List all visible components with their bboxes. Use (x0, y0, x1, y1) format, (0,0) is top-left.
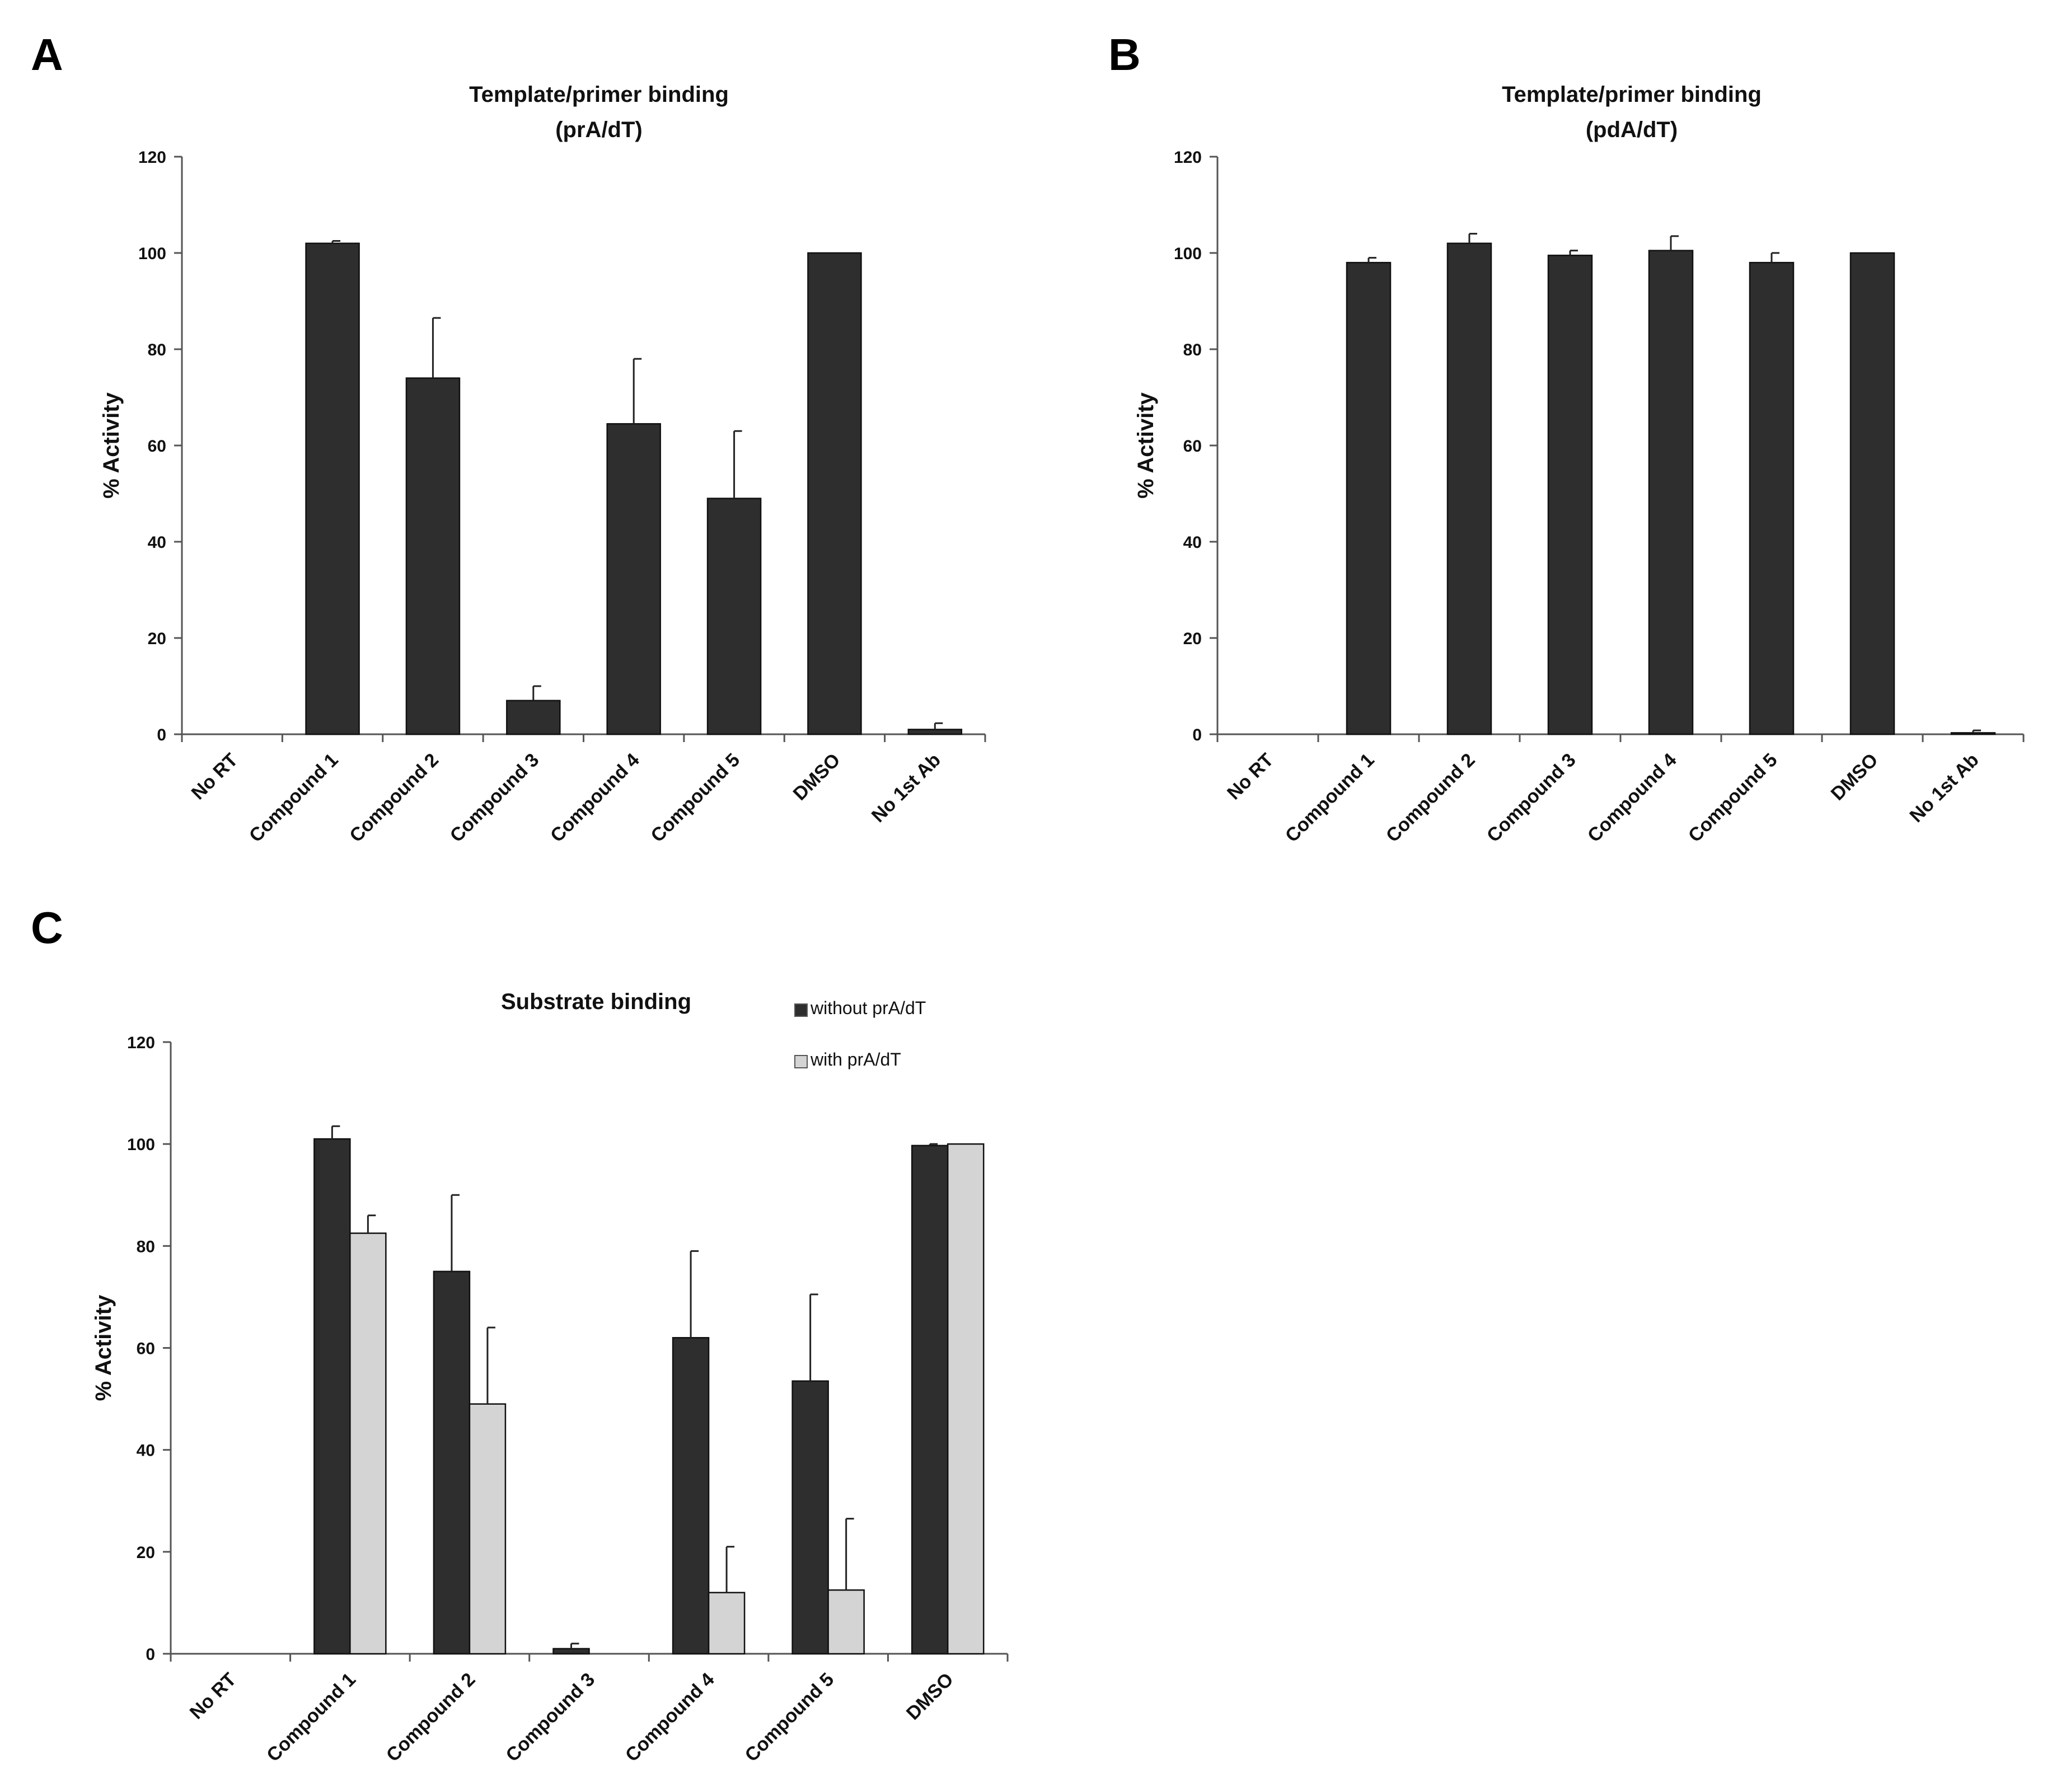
bar (706, 498, 762, 735)
legend-swatch (794, 1055, 808, 1068)
y-tick-label: 20 (137, 1544, 155, 1562)
bar (305, 242, 360, 735)
x-tick-label: DMSO (902, 1669, 958, 1724)
chart-subtitle: (pdA/dT) (1586, 118, 1678, 142)
bar (827, 1589, 865, 1655)
chart-title: Template/primer binding (469, 82, 729, 107)
y-tick-label: 60 (148, 437, 166, 456)
bar (791, 1380, 829, 1655)
x-tick-label: No RT (1223, 749, 1278, 804)
x-tick-label: Compound 5 (741, 1669, 839, 1766)
bar (349, 1232, 387, 1655)
bar (405, 377, 461, 735)
legend-swatch (794, 1003, 808, 1017)
x-tick-label: Compound 4 (621, 1669, 719, 1766)
x-tick-label: No 1st Ab (868, 749, 945, 827)
y-tick-label: 120 (127, 1034, 155, 1052)
bar (1648, 250, 1694, 735)
y-tick-label: 20 (148, 630, 166, 648)
legend-label: without prA/dT (810, 998, 926, 1018)
x-tick-label: DMSO (1827, 749, 1882, 805)
bar (313, 1138, 351, 1655)
x-tick-label: No RT (186, 1669, 241, 1724)
panel-letter: C (31, 903, 63, 953)
y-tick-label: 20 (1183, 630, 1202, 648)
y-tick-label: 100 (138, 245, 166, 263)
y-tick-label: 80 (137, 1237, 155, 1256)
y-tick-label: 80 (148, 341, 166, 359)
panel-letter: B (1108, 30, 1141, 79)
y-tick-label: 120 (138, 148, 166, 167)
bar (469, 1403, 507, 1655)
chart-title: Template/primer binding (1502, 82, 1762, 107)
x-tick-label: Compound 2 (1382, 749, 1479, 847)
bar (672, 1337, 710, 1655)
bar (1547, 255, 1593, 735)
y-tick-label: 40 (137, 1442, 155, 1460)
bar (807, 252, 862, 735)
bar (1446, 242, 1492, 735)
x-tick-label: Compound 3 (1483, 749, 1580, 847)
bar (708, 1592, 746, 1655)
x-tick-label: Compound 5 (647, 749, 744, 847)
panel-c-chart: C Substrate binding 0 20 40 60 80 100 120 % Activ… (31, 903, 1009, 1766)
y-axis-label: % Activity (99, 392, 124, 498)
bar (1950, 732, 1996, 735)
bar (606, 423, 661, 735)
x-tick-label: Compound 1 (263, 1669, 360, 1766)
x-tick-label: Compound 4 (546, 749, 644, 847)
x-tick-label: Compound 2 (345, 749, 443, 847)
x-tick-label: Compound 3 (446, 749, 544, 847)
chart-title: Substrate binding (501, 989, 691, 1014)
x-tick-label: Compound 3 (502, 1669, 599, 1766)
y-tick-label: 100 (127, 1136, 155, 1154)
bar (911, 1144, 949, 1655)
x-tick-label: Compound 5 (1684, 749, 1782, 847)
y-tick-label: 0 (157, 726, 166, 744)
x-tick-label: DMSO (789, 749, 845, 805)
x-tick-label: Compound 1 (1281, 749, 1379, 847)
x-tick-label: Compound 4 (1584, 749, 1681, 847)
y-tick-label: 120 (1174, 148, 1202, 167)
bar (552, 1648, 590, 1655)
y-tick-label: 0 (1192, 726, 1202, 744)
bar (907, 729, 963, 735)
y-tick-label: 60 (1183, 437, 1202, 456)
panel-b-chart: B Template/primer binding (pdA/dT) 0 20 40 60 8… (1108, 30, 2025, 847)
bar (506, 700, 561, 735)
x-tick-label: Compound 1 (245, 749, 343, 847)
y-tick-label: 0 (146, 1645, 155, 1664)
x-tick-label: Compound 2 (382, 1669, 480, 1766)
bar (947, 1143, 985, 1655)
chart-subtitle: (prA/dT) (555, 118, 643, 142)
bar (1346, 261, 1392, 735)
y-axis-label: % Activity (91, 1294, 116, 1401)
x-tick-label: No RT (188, 749, 242, 804)
panel-a-chart: A Template/primer binding (prA/dT) 0 20 40 60 8… (31, 30, 986, 847)
x-tick-label: No 1st Ab (1905, 749, 1983, 827)
bar (433, 1270, 471, 1655)
y-tick-label: 40 (148, 533, 166, 552)
panel-letter: A (31, 30, 63, 79)
bar (1749, 261, 1795, 735)
y-tick-label: 60 (137, 1340, 155, 1358)
y-tick-label: 100 (1174, 245, 1202, 263)
y-tick-label: 40 (1183, 533, 1202, 552)
legend-label: with prA/dT (810, 1049, 901, 1069)
y-axis-label: % Activity (1133, 392, 1158, 498)
bar (1849, 252, 1895, 735)
y-tick-label: 80 (1183, 341, 1202, 359)
